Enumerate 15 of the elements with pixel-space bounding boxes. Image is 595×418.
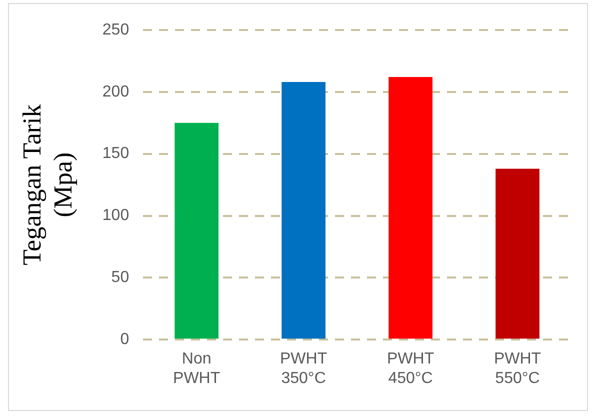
y-tick-label: 150	[102, 145, 130, 162]
x-tick-label: PWHT 350°C	[280, 350, 328, 387]
y-tick-label: 50	[111, 269, 130, 286]
bar	[282, 82, 326, 339]
x-tick-label: PWHT 450°C	[386, 350, 434, 387]
bar	[496, 168, 540, 339]
y-tick-label: 250	[102, 21, 130, 38]
x-tick-label: Non PWHT	[173, 350, 220, 387]
bar	[174, 122, 219, 339]
y-tick-label: 0	[120, 331, 130, 348]
y-axis-title: Tegangan Tarik (Mpa)	[17, 104, 78, 266]
bar	[388, 77, 432, 339]
x-tick-label: PWHT 550°C	[494, 350, 542, 387]
y-tick-label: 200	[102, 83, 130, 100]
y-tick-label: 100	[102, 207, 130, 224]
